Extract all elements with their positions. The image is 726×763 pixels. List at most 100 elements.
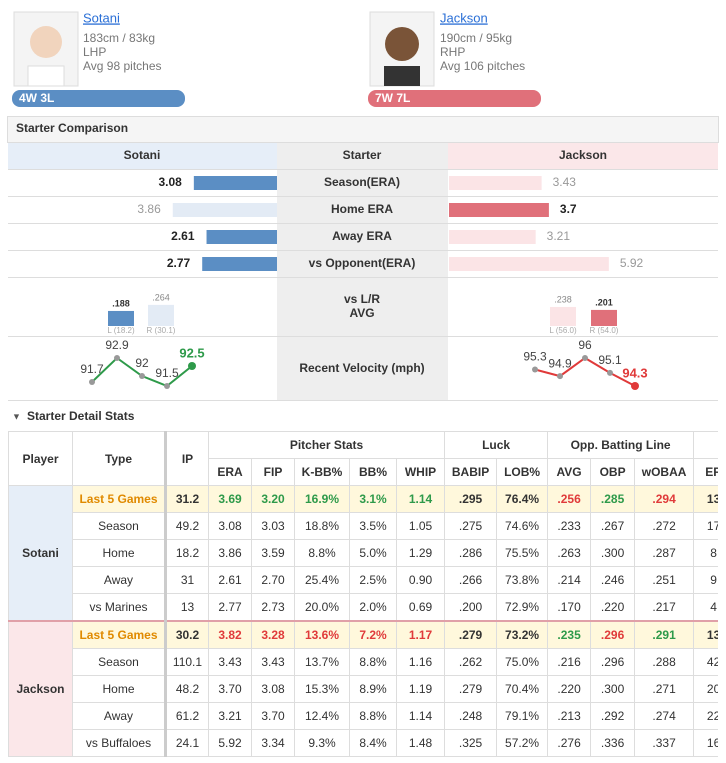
collapse-icon[interactable]: ▼ [12,411,21,421]
stat-cell: 8.8% [294,539,350,567]
stat-cell: .275 [444,512,498,540]
stat-cell: .279 [444,620,498,649]
pitcher-name[interactable]: Jackson [440,10,488,25]
middle-column [277,143,448,400]
stat-cell: 3.69 [208,485,252,513]
stat-cell: 2.73 [251,593,295,622]
section-title[interactable]: Starter Detail Stats [27,409,135,423]
stat-cell: 18.2 [165,539,209,567]
data-row: Home 48.2 3.70 3.08 15.3% 8.9% 1.19.279 70.4% .2… [9,675,718,703]
value: 3.08 [158,175,182,189]
stat-cell: 8 [693,539,718,567]
stat-cell: 1.19 [395,675,446,703]
hand-label: R (54.0) [590,326,619,335]
stat-cell: 4 [693,593,718,622]
stat-cell: 79.1% [496,702,549,730]
stat-cell: 3.34 [251,729,295,757]
avg-label: .238 [554,294,572,304]
stat-cell: 57.2% [496,729,549,757]
stat-cell: 74.6% [496,512,549,540]
velocity-label: 91.7 [80,362,104,376]
velocity-point [532,366,538,373]
bar [202,257,277,271]
top-panel: Sotani 183cm / 83kg LHP Avg 98 pitches 4… [7,10,719,423]
type-cell: Away [72,702,167,730]
stat-cell: 3.43 [208,648,252,676]
section-header [7,116,719,143]
record-bar [368,90,541,107]
stat-cell: .274 [634,702,695,730]
type-cell: Last 5 Games [72,620,167,649]
stat-cell: 13 [165,593,209,622]
stat-cell: 2.61 [208,566,252,594]
avg-label: .201 [595,297,613,307]
stat-cell: 0.90 [395,566,446,594]
value: 3.43 [553,175,577,189]
velocity-label: 91.5 [155,366,179,380]
stat-cell: .200 [444,593,498,622]
stat-cell: 1.14 [395,702,446,730]
stat-cell: 49.2 [165,512,209,540]
stat-cell: .216 [547,648,592,676]
stat-cell: 25.4% [294,566,350,594]
column-header: K-BB% [294,458,350,486]
stat-cell: 3.82 [208,620,252,649]
stat-cell: .233 [547,512,592,540]
stat-cell: 15.3% [294,675,350,703]
section-title: Starter Comparison [16,121,128,135]
photo-face [385,27,419,61]
stat-cell: 75.0% [496,648,549,676]
velocity-point [607,369,613,376]
stat-cell: 110.1 [165,648,209,676]
stat-cell: 76.4% [496,485,549,513]
stat-cell: .292 [590,702,636,730]
row-label: Season(ERA) [324,175,400,189]
header-ip: IP [165,431,209,486]
stat-cell: 1.14 [395,485,446,513]
pitcher-pitches: Avg 98 pitches [83,59,162,73]
stat-cell: 75.5% [496,539,549,567]
pitcher-body: 190cm / 95kg [440,31,512,45]
velocity-point [164,383,170,389]
bar [449,203,549,217]
stat-cell: 12.4% [294,702,350,730]
stat-cell: 1.29 [395,539,446,567]
stat-cell: 9.3% [294,729,350,757]
value: 3.7 [560,202,577,216]
velocity-point [114,355,120,361]
row-label: AVG [349,306,374,320]
row-label: Away ERA [332,229,392,243]
stat-cell: .217 [634,593,695,622]
bar [449,176,542,190]
stat-cell: .214 [547,566,592,594]
photo-body [384,66,420,86]
velocity-label: 96 [578,338,592,352]
bar [172,203,277,217]
stat-cell: 18.8% [294,512,350,540]
pitcher-name[interactable]: Sotani [83,10,120,25]
data-row: vs Buffaloes 24.1 5.92 3.34 9.3% 8.4% 1.48.325… [9,729,718,757]
value: 5.92 [620,256,644,270]
column-header: FIP [251,458,295,486]
value: 3.86 [137,202,161,216]
stat-cell: 3.5% [349,512,397,540]
avg-bar [148,304,174,326]
stat-cell: .325 [444,729,498,757]
stat-cell: 30.2 [165,620,209,649]
player-cell: Jackson [8,620,73,757]
stat-cell: .263 [547,539,592,567]
column-header: Starter [343,148,382,162]
type-cell: Last 5 Games [72,485,167,513]
row-label: Recent Velocity (mph) [299,361,424,375]
stat-cell: 5.0% [349,539,397,567]
value: 2.77 [167,256,191,270]
player-cell: Sotani [8,485,73,622]
avg-label: .264 [152,292,170,302]
type-cell: vs Marines [72,593,167,622]
stat-cell: .271 [634,675,695,703]
velocity-label: 94.3 [622,365,647,380]
value: 2.61 [171,229,195,243]
record-bar [12,90,185,107]
header-row: Player Type IP Pitcher Stats Luck Opp. Battin… [8,431,718,486]
type-cell: Season [72,648,167,676]
